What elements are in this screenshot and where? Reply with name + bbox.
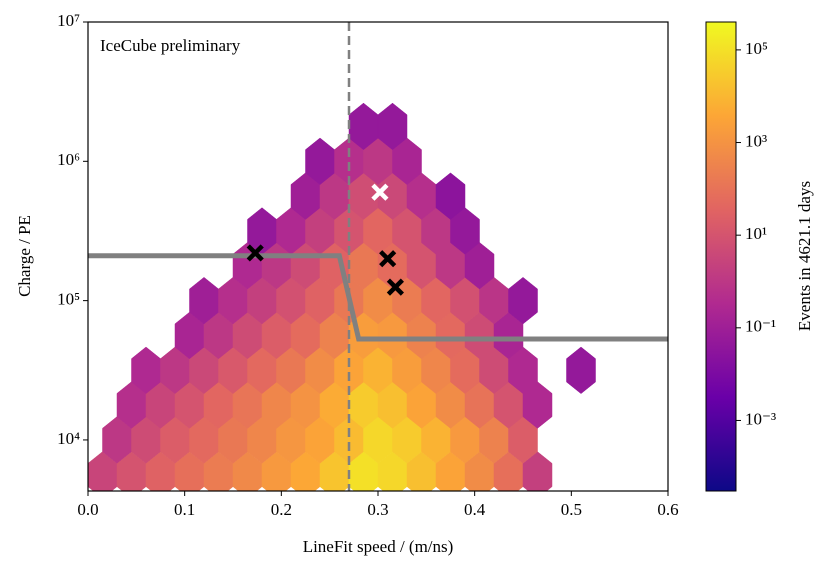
plot-area xyxy=(88,22,668,491)
colorbar-tick-label: 10⁻¹ xyxy=(745,317,776,336)
event-marker xyxy=(371,183,389,201)
x-tick-label: 0.4 xyxy=(464,500,486,519)
x-tick-label: 0.1 xyxy=(174,500,195,519)
x-tick-label: 0.6 xyxy=(657,500,678,519)
cut-line xyxy=(88,253,668,342)
hexbin xyxy=(566,346,596,394)
y-tick-label: 10⁶ xyxy=(57,150,80,169)
event-marker xyxy=(379,250,397,268)
colorbar-tick-label: 10⁻³ xyxy=(745,409,776,428)
event-marker xyxy=(246,244,264,262)
colorbar-label: Events in 4621.1 days xyxy=(795,181,814,331)
annotation: IceCube preliminary xyxy=(100,36,241,55)
event-marker xyxy=(386,278,404,296)
hexbin xyxy=(377,102,408,151)
hexbin xyxy=(508,277,538,325)
y-axis-label: Charge / PE xyxy=(15,215,34,297)
colorbar xyxy=(705,21,737,492)
hexbin xyxy=(435,172,466,220)
colorbar-tick-label: 10¹ xyxy=(745,224,767,243)
x-tick-label: 0.5 xyxy=(561,500,582,519)
x-axis-label: LineFit speed / (m/ns) xyxy=(303,537,454,556)
y-tick-label: 10⁴ xyxy=(57,429,80,448)
x-tick-label: 0.0 xyxy=(77,500,98,519)
x-tick-label: 0.3 xyxy=(367,500,388,519)
y-tick-label: 10⁵ xyxy=(57,290,80,309)
colorbar-tick-label: 10³ xyxy=(745,131,767,150)
x-tick-label: 0.2 xyxy=(271,500,292,519)
y-tick-label: 10⁷ xyxy=(57,11,80,30)
colorbar-tick-label: 10⁵ xyxy=(745,39,768,58)
